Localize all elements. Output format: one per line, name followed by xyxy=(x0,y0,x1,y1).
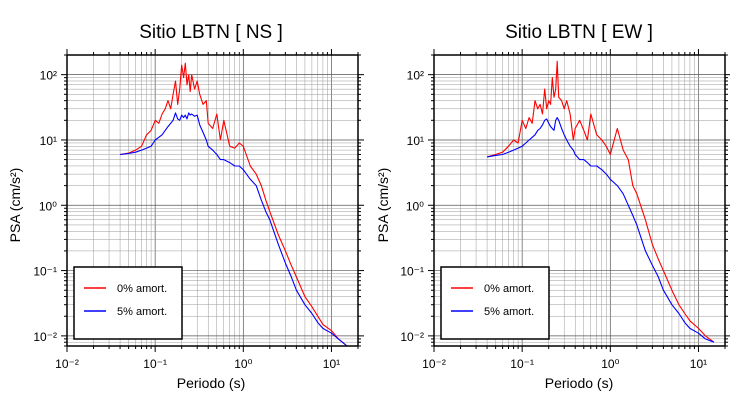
y-tick-label: 10⁻¹ xyxy=(33,265,57,279)
y-axis-label: PSA (cm/s²) xyxy=(375,168,391,243)
y-tick-label: 10² xyxy=(407,69,424,83)
y-tick-label: 10⁻² xyxy=(400,330,424,344)
y-tick-label: 10⁰ xyxy=(406,199,424,213)
legend-label-1: 5% amort. xyxy=(484,306,534,318)
chart-panel-ew: Sitio LBTN [ EW ] Periodo (s) PSA (cm/s²… xyxy=(375,22,730,391)
series-lines xyxy=(120,62,348,347)
x-tick-label: 10¹ xyxy=(690,357,707,371)
x-tick-label: 10⁰ xyxy=(601,357,619,371)
x-axis-label: Periodo (s) xyxy=(545,375,613,391)
legend: 0% amort. 5% amort. xyxy=(73,266,183,340)
series-line-0 xyxy=(120,62,348,347)
plot-frame xyxy=(66,54,359,347)
y-tick-label: 10² xyxy=(40,69,57,83)
y-tick-label: 10¹ xyxy=(40,134,57,148)
series-line-0 xyxy=(486,60,715,343)
y-tick-label: 10⁰ xyxy=(39,199,57,213)
grid xyxy=(433,54,726,347)
x-tick-label: 10⁻² xyxy=(55,357,79,371)
legend-label-0: 0% amort. xyxy=(117,283,167,295)
series-line-1 xyxy=(487,117,715,343)
legend-box xyxy=(440,266,550,340)
x-axis-label: Periodo (s) xyxy=(177,375,245,391)
series-lines xyxy=(486,60,715,343)
y-tick-label: 10⁻¹ xyxy=(400,265,424,279)
legend-box xyxy=(73,266,183,340)
x-tick-label: 10⁰ xyxy=(234,357,252,371)
x-tick-label: 10⁻¹ xyxy=(143,357,167,371)
x-tick-label: 10¹ xyxy=(323,357,340,371)
y-tick-label: 10¹ xyxy=(407,134,424,148)
chart-title: Sitio LBTN [ NS ] xyxy=(139,22,283,43)
x-tick-label: 10⁻² xyxy=(422,357,446,371)
y-tick-label: 10⁻² xyxy=(33,330,57,344)
legend: 0% amort. 5% amort. xyxy=(440,266,550,340)
y-axis-label: PSA (cm/s²) xyxy=(7,168,23,243)
plot-frame xyxy=(433,54,726,347)
axis-ticks: 10⁻² 10⁻¹ 10⁰ 10¹ 10⁻² 10⁻¹ 10⁰ 10¹ 10² xyxy=(33,49,364,371)
legend-label-1: 5% amort. xyxy=(117,306,167,318)
legend-label-0: 0% amort. xyxy=(484,283,534,295)
chart-panel-ns: Sitio LBTN [ NS ] Periodo (s) PSA (cm/s²… xyxy=(7,22,364,391)
chart-title: Sitio LBTN [ EW ] xyxy=(505,22,653,43)
x-tick-label: 10⁻¹ xyxy=(510,357,534,371)
axis-ticks: 10⁻² 10⁻¹ 10⁰ 10¹ 10⁻² 10⁻¹ 10⁰ 10¹ 10² xyxy=(400,49,730,371)
series-line-1 xyxy=(120,112,348,347)
